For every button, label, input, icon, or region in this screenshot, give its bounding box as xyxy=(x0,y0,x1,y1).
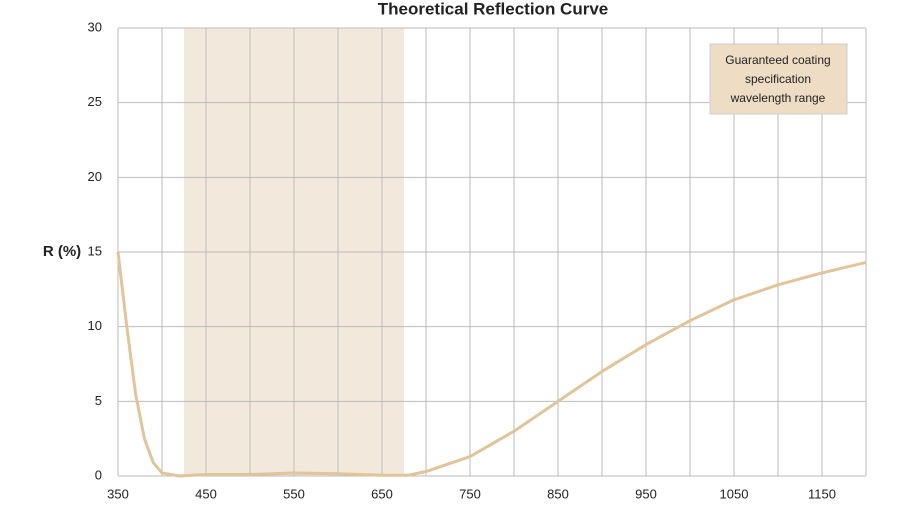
y-tick-label: 10 xyxy=(88,318,102,333)
x-tick-label: 450 xyxy=(195,486,217,501)
reflection-curve xyxy=(116,251,867,478)
y-tick-label: 20 xyxy=(88,169,102,184)
y-tick-label: 15 xyxy=(88,243,102,258)
y-tick-label: 5 xyxy=(95,393,102,408)
x-tick-label: 950 xyxy=(635,486,657,501)
x-tick-label: 550 xyxy=(283,486,305,501)
x-tick-label: 1050 xyxy=(720,486,749,501)
y-tick-label: 25 xyxy=(88,94,102,109)
x-tick-label: 350 xyxy=(107,486,129,501)
annotation-text: specification xyxy=(745,72,811,86)
y-axis-label: R (%) xyxy=(43,243,81,260)
x-tick-label: 750 xyxy=(459,486,481,501)
y-tick-label: 0 xyxy=(95,467,102,482)
x-tick-label: 850 xyxy=(547,486,569,501)
x-tick-label: 650 xyxy=(371,486,393,501)
annotation-text: Guaranteed coating xyxy=(725,53,830,67)
y-tick-label: 30 xyxy=(88,19,102,34)
annotation-box xyxy=(709,43,848,115)
chart-title: Theoretical Reflection Curve xyxy=(378,0,609,18)
annotation-text: wavelength range xyxy=(730,91,826,105)
x-tick-label: 1150 xyxy=(808,486,836,501)
